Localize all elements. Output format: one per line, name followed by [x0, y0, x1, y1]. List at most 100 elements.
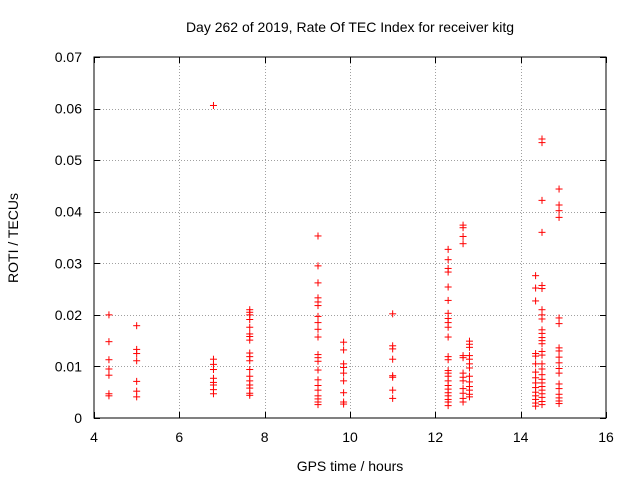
data-point [314, 302, 322, 310]
data-point [314, 262, 322, 270]
data-point [532, 297, 540, 305]
y-tick-label: 0.05 [55, 152, 82, 168]
y-tick-label: 0.02 [55, 307, 82, 323]
data-point [340, 346, 348, 354]
data-point [340, 389, 348, 397]
x-tick-label: 16 [598, 429, 614, 445]
y-tick-label: 0 [74, 410, 82, 426]
data-point [389, 373, 397, 381]
data-point [459, 232, 467, 240]
grid-layer [94, 57, 606, 418]
data-point [538, 285, 546, 293]
data-point [105, 365, 113, 373]
data-point [465, 343, 473, 351]
data-point [314, 366, 322, 374]
data-point [340, 400, 348, 408]
data-point [459, 398, 467, 406]
data-point [246, 336, 254, 344]
data-point [444, 245, 452, 253]
y-tick-label: 0.01 [55, 358, 82, 374]
data-point [538, 139, 546, 147]
data-point [555, 369, 563, 377]
data-point [444, 333, 452, 341]
data-point [555, 320, 563, 328]
data-point [444, 402, 452, 410]
data-point [246, 366, 254, 374]
data-point [314, 319, 322, 327]
data-point [105, 392, 113, 400]
data-point [444, 323, 452, 331]
data-point [389, 345, 397, 353]
data-point [133, 377, 141, 385]
data-point [555, 213, 563, 221]
data-point [555, 185, 563, 193]
data-point [389, 310, 397, 318]
data-point [459, 377, 467, 385]
data-point [340, 377, 348, 385]
x-tick-label: 6 [175, 429, 183, 445]
data-point [538, 340, 546, 348]
data-point [459, 354, 467, 362]
data-point [340, 369, 348, 377]
data-point [538, 401, 546, 409]
x-axis-label: GPS time / hours [297, 458, 404, 474]
data-point [133, 393, 141, 401]
data-point [465, 364, 473, 372]
data-point [538, 228, 546, 236]
data-point [314, 325, 322, 333]
data-point [314, 312, 322, 320]
data-point [105, 338, 113, 346]
data-point [133, 322, 141, 330]
data-point [246, 391, 254, 399]
tick-layer: 4 6 8 10 12 14 16 0 0.01 0.02 0.03 0.04 0.05 0.06 0.07 [55, 49, 614, 445]
data-point [314, 357, 322, 365]
x-tick-label: 14 [513, 429, 529, 445]
x-tick-label: 10 [342, 429, 358, 445]
chart-title: Day 262 of 2019, Rate Of TEC Index for r… [186, 19, 514, 35]
y-tick-label: 0.04 [55, 204, 82, 220]
data-point [246, 357, 254, 365]
data-point [314, 401, 322, 409]
y-tick-label: 0.07 [55, 49, 82, 65]
data-point [105, 356, 113, 364]
data-point [209, 101, 217, 109]
x-tick-label: 4 [90, 429, 98, 445]
data-point [105, 311, 113, 319]
y-tick-label: 0.06 [55, 101, 82, 117]
data-point [209, 366, 217, 374]
data-point [532, 284, 540, 292]
data-point [209, 390, 217, 398]
data-point [444, 268, 452, 276]
data-point [532, 402, 540, 410]
data-point [444, 296, 452, 304]
data-point [133, 357, 141, 365]
data-point [444, 256, 452, 264]
data-point [444, 283, 452, 291]
data-point [105, 371, 113, 379]
data-point [532, 272, 540, 280]
data-point [538, 315, 546, 323]
y-axis-label: ROTI / TECUs [5, 193, 21, 283]
data-point [465, 393, 473, 401]
data-point [532, 352, 540, 360]
data-point [389, 386, 397, 394]
data-point [459, 240, 467, 248]
data-point [555, 347, 563, 355]
data-point [340, 338, 348, 346]
data-point [389, 355, 397, 363]
data-point [314, 232, 322, 240]
x-tick-label: 8 [261, 429, 269, 445]
data-point [246, 315, 254, 323]
y-tick-label: 0.03 [55, 255, 82, 271]
data-point [246, 323, 254, 331]
data-point [459, 224, 467, 232]
data-point [555, 400, 563, 408]
data-point [314, 333, 322, 341]
x-tick-label: 12 [428, 429, 444, 445]
data-point [538, 351, 546, 359]
data-point [389, 394, 397, 402]
data-point [532, 360, 540, 368]
data-points [105, 101, 563, 410]
data-point [538, 196, 546, 204]
data-point [444, 356, 452, 364]
